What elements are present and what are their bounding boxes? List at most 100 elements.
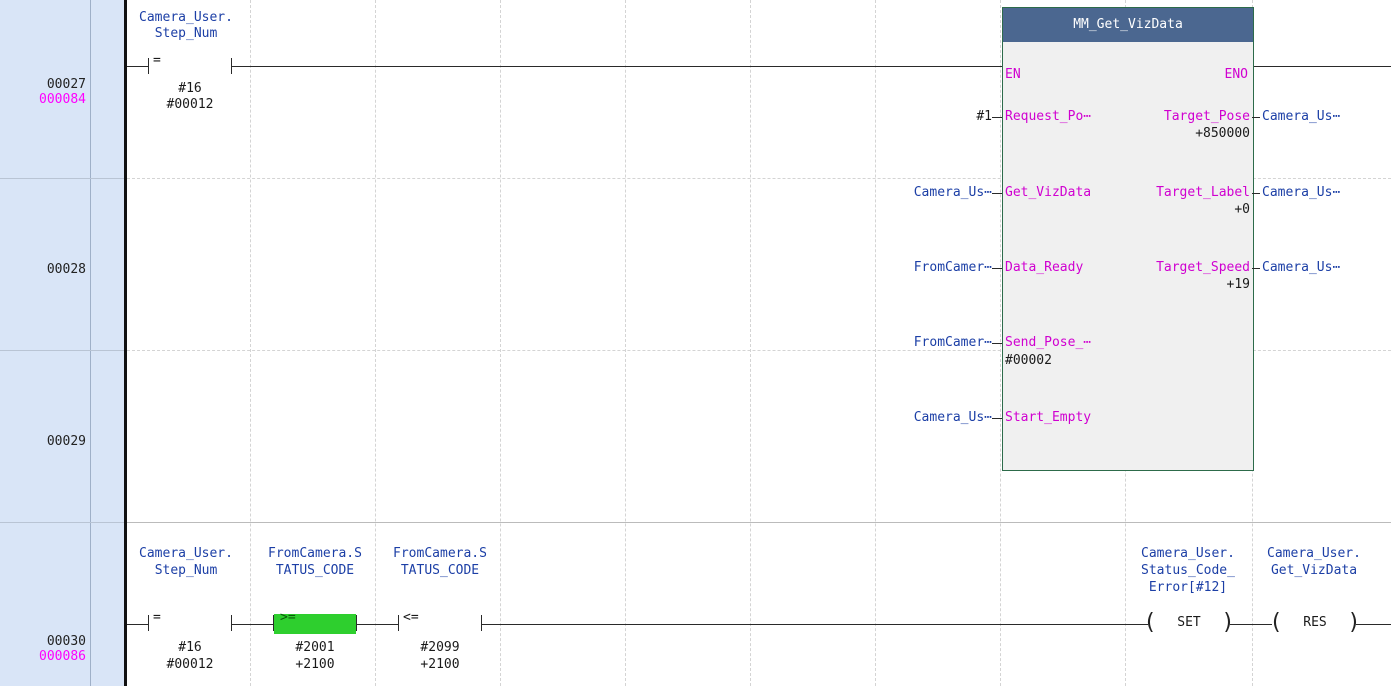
- coil-variable-line1: Camera_User.: [1141, 546, 1235, 561]
- contact-left-bar: [273, 615, 274, 631]
- wire: [1252, 193, 1260, 194]
- left-power-rail: [124, 0, 127, 686]
- contact-variable-line2: TATUS_CODE: [275, 563, 355, 578]
- grid-row-line: [127, 350, 1391, 351]
- coil-variable-line2: Status_Code_: [1141, 563, 1235, 578]
- contact-variable-line1: Camera_User.: [139, 10, 233, 25]
- fb-output-value: +19: [1226, 277, 1250, 292]
- row-separator: [0, 178, 124, 179]
- contact-value1: #16: [178, 640, 202, 655]
- contact-value1: #2099: [420, 640, 460, 655]
- coil-right-paren: ): [1223, 610, 1232, 635]
- coil-left-paren: (: [1272, 610, 1281, 635]
- contact-active-highlight: [274, 614, 356, 634]
- contact-value1: #16: [178, 81, 202, 96]
- step-number-00028[interactable]: 00028: [0, 262, 86, 277]
- fb-input-ext[interactable]: #1: [976, 109, 992, 124]
- grid-col-line: [750, 0, 751, 686]
- coil-right-paren: ): [1349, 610, 1358, 635]
- set-coil[interactable]: ( SET ): [1146, 612, 1232, 634]
- step-label: 00027: [46, 77, 86, 92]
- contact-value2: +2100: [295, 657, 335, 672]
- wire: [357, 624, 399, 625]
- step-gutter: [0, 0, 90, 686]
- grid-row-line: [127, 178, 1391, 179]
- step-address: 000084: [39, 92, 86, 107]
- contact-right-bar: [356, 615, 357, 631]
- step-label: 00029: [46, 434, 86, 449]
- coil-variable-line3: Error[#12]: [1148, 580, 1228, 595]
- wire: [232, 66, 1002, 67]
- step-number-00029[interactable]: 00029: [0, 434, 86, 449]
- coil-label: RES: [1303, 615, 1327, 630]
- coil-variable-line2: Get_VizData: [1270, 563, 1358, 578]
- fb-eno-pin: ENO: [1224, 67, 1248, 82]
- contact-operator[interactable]: =: [153, 53, 161, 68]
- fb-input-ext[interactable]: Camera_Us⋯: [913, 410, 992, 425]
- fb-output-value: +850000: [1195, 126, 1250, 141]
- step-label: 00028: [46, 262, 86, 277]
- wire: [232, 624, 274, 625]
- grid-col-line: [250, 0, 251, 686]
- fb-input-pin: Data_Ready: [1005, 260, 1084, 275]
- wire: [1252, 117, 1260, 118]
- step-number-00030[interactable]: 00030 000086: [0, 634, 86, 664]
- coil-label: SET: [1177, 615, 1201, 630]
- wire: [992, 418, 1002, 419]
- contact-right-bar: [231, 615, 232, 631]
- wire: [127, 624, 149, 625]
- fb-output-ext[interactable]: Camera_Us⋯: [1262, 260, 1341, 275]
- fb-output-pin: Target_Pose: [1163, 109, 1250, 124]
- contact-left-bar: [148, 58, 149, 74]
- function-block-title[interactable]: MM_Get_VizData: [1003, 8, 1253, 42]
- fb-output-value: +0: [1234, 202, 1250, 217]
- contact-variable-line1: Camera_User.: [139, 546, 233, 561]
- wire: [127, 66, 149, 67]
- function-block-mm-get-vizdata[interactable]: MM_Get_VizData: [1002, 7, 1254, 471]
- fb-input-ext[interactable]: FromCamer⋯: [913, 260, 992, 275]
- contact-value2: #00012: [166, 97, 214, 112]
- reset-coil[interactable]: ( RES ): [1272, 612, 1358, 634]
- row-separator: [0, 350, 124, 351]
- coil-left-paren: (: [1146, 610, 1155, 635]
- grid-col-line: [375, 0, 376, 686]
- wire: [1356, 624, 1391, 625]
- contact-value1: #2001: [295, 640, 335, 655]
- contact-right-bar: [231, 58, 232, 74]
- contact-value2: +2100: [420, 657, 460, 672]
- step-label: 00030: [46, 634, 86, 649]
- wire: [992, 193, 1002, 194]
- contact-variable-line2: TATUS_CODE: [400, 563, 480, 578]
- fb-output-ext[interactable]: Camera_Us⋯: [1262, 109, 1341, 124]
- fb-en-pin: EN: [1005, 67, 1021, 82]
- fb-input-ext[interactable]: Camera_Us⋯: [913, 185, 992, 200]
- grid-col-line: [625, 0, 626, 686]
- contact-left-bar: [398, 615, 399, 631]
- contact-variable-line1: FromCamera.S: [393, 546, 487, 561]
- contact-variable-line2: Step_Num: [154, 26, 218, 41]
- contact-operator[interactable]: =: [153, 610, 161, 625]
- contact-operator[interactable]: >=: [280, 610, 296, 625]
- contact-left-bar: [148, 615, 149, 631]
- contact-right-bar: [481, 615, 482, 631]
- rung-margin: [90, 0, 125, 686]
- step-number-00027[interactable]: 00027 000084: [0, 77, 86, 107]
- fb-input-ext[interactable]: FromCamer⋯: [913, 335, 992, 350]
- fb-output-pin: Target_Speed: [1156, 260, 1250, 275]
- step-address: 000086: [39, 649, 86, 664]
- row-separator: [0, 522, 124, 523]
- fb-input-pin: Get_VizData: [1005, 185, 1092, 200]
- fb-input-pin: Request_Po⋯: [1005, 109, 1092, 124]
- fb-output-pin: Target_Label: [1156, 185, 1250, 200]
- wire: [1230, 624, 1272, 625]
- wire: [482, 624, 1148, 625]
- fb-output-ext[interactable]: Camera_Us⋯: [1262, 185, 1341, 200]
- contact-operator[interactable]: <=: [403, 610, 419, 625]
- contact-value2: #00012: [166, 657, 214, 672]
- wire: [992, 343, 1002, 344]
- fb-input-pin: Send_Pose_⋯: [1005, 335, 1092, 350]
- coil-variable-line1: Camera_User.: [1267, 546, 1361, 561]
- contact-variable-line2: Step_Num: [154, 563, 218, 578]
- grid-col-line: [500, 0, 501, 686]
- wire: [1252, 66, 1391, 67]
